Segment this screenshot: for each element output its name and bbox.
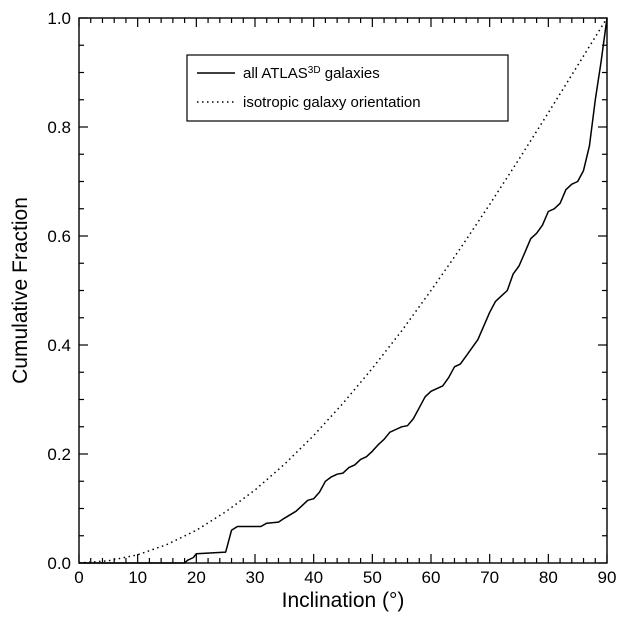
y-tick-label: 0.2 [47, 445, 71, 464]
y-tick-label: 0.4 [47, 336, 71, 355]
legend: all ATLAS3D galaxies isotropic galaxy or… [186, 54, 509, 122]
x-tick-label: 60 [422, 568, 441, 587]
y-tick-label: 0.6 [47, 227, 71, 246]
x-tick-label: 30 [246, 568, 265, 587]
plot-area [78, 17, 608, 564]
x-axis-title: Inclination (°) [282, 589, 405, 612]
x-tick-label: 70 [480, 568, 499, 587]
y-axis-title: Cumulative Fraction [9, 197, 32, 384]
series-line-isotropic [78, 17, 608, 564]
x-tick-label: 40 [304, 568, 323, 587]
legend-box [186, 54, 509, 122]
x-tick-label: 80 [539, 568, 558, 587]
series-line-atlas3d [79, 17, 608, 564]
legend-label-atlas3d-superscript: 3D [308, 65, 321, 76]
y-tick-label: 0.0 [47, 554, 71, 573]
legend-label-atlas3d-main: all ATLAS [243, 65, 308, 82]
x-tick-label: 90 [598, 568, 617, 587]
series-layer [78, 17, 608, 564]
x-tick-label: 50 [363, 568, 382, 587]
x-tick-label: 10 [128, 568, 147, 587]
ticks-layer: 0 10 20 30 40 50 60 70 80 90 0.0 0.2 0.4 0.6 0.8 1.0 [47, 9, 616, 587]
x-tick-label: 0 [74, 568, 83, 587]
y-tick-label: 0.8 [47, 118, 71, 137]
legend-label-atlas3d: all ATLAS3D galaxies [243, 65, 380, 83]
legend-label-atlas3d-tail: galaxies [321, 65, 380, 82]
x-tick-label: 20 [187, 568, 206, 587]
y-tick-label: 1.0 [47, 9, 71, 28]
legend-label-isotropic: isotropic galaxy orientation [243, 94, 421, 111]
